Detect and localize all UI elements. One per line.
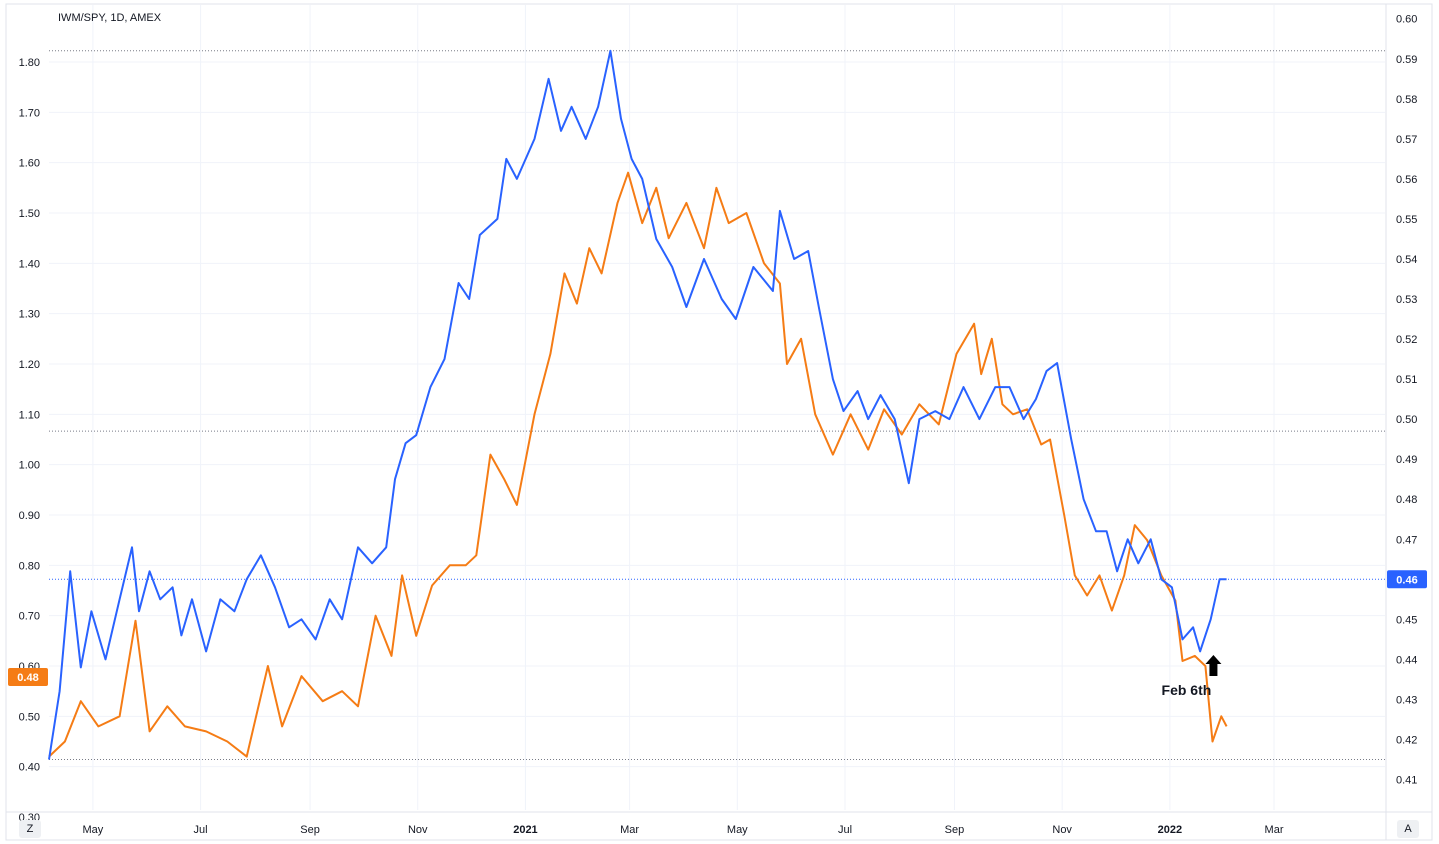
left-axis-tick-label: 1.20 [19,359,40,371]
blue-series-line [48,49,1227,760]
x-axis-tick-label: May [82,824,103,836]
left-last-value-tag [8,668,48,686]
right-axis-tick-label: 0.49 [1396,454,1417,466]
left-axis-tick-label: 0.70 [19,611,40,623]
right-axis-tick-label: 0.57 [1396,134,1417,146]
right-axis-tick-label: 0.47 [1396,534,1417,546]
right-axis-tick-label: 0.55 [1396,214,1417,226]
x-axis-tick-label: May [727,824,748,836]
right-axis-tick-label: 0.59 [1396,54,1417,66]
left-axis-tick-label: 1.80 [19,57,40,69]
left-axis-tick-label: 1.70 [19,107,40,119]
x-axis-tick-label: Sep [945,824,965,836]
x-axis-tick-label: Sep [300,824,320,836]
right-last-value-tag [1387,570,1427,589]
scale-z-button[interactable]: Z [19,820,41,838]
right-axis-tick-label: 0.42 [1396,734,1417,746]
x-axis-tick-label: Jul [194,824,208,836]
right-axis-tick-label: 0.44 [1396,654,1417,666]
left-axis-tick-label: 1.10 [19,409,40,421]
right-axis-tick-label: 0.41 [1396,775,1417,787]
x-axis-tick-label: Mar [1265,824,1284,836]
right-axis-tick-label: 0.60 [1396,14,1417,26]
right-axis-tick-label: 0.56 [1396,174,1417,186]
left-last-value-label: 0.48 [17,672,38,684]
left-axis-tick-label: 1.40 [19,258,40,270]
annotation-label: Feb 6th [1162,682,1212,698]
x-axis-tick-label: Jul [838,824,852,836]
right-axis-tick-label: 0.50 [1396,414,1417,426]
left-axis-tick-label: 0.90 [19,510,40,522]
right-last-value-label: 0.46 [1396,574,1417,586]
orange-series-line [48,171,1228,758]
right-axis-tick-label: 0.58 [1396,94,1417,106]
left-axis-tick-label: 1.60 [19,158,40,170]
left-axis-tick-label: 0.80 [19,560,40,572]
left-axis-tick-label: 1.00 [19,460,40,472]
right-axis-tick-label: 0.51 [1396,374,1417,386]
left-axis-tick-label: 0.40 [19,762,40,774]
left-axis-tick-label: 1.30 [19,309,40,321]
x-axis-tick-label: Mar [620,824,639,836]
x-axis-tick-label: 2022 [1158,824,1182,836]
right-axis-tick-label: 0.54 [1396,254,1417,266]
right-axis-tick-label: 0.45 [1396,614,1417,626]
right-axis-tick-label: 0.52 [1396,334,1417,346]
symbol-legend: IWM/SPY, 1D, AMEX [58,12,162,24]
right-axis-tick-label: 0.48 [1396,494,1417,506]
x-axis-tick-label: 2021 [513,824,537,836]
left-axis-tick-label: 1.50 [19,208,40,220]
chart-frame [5,3,1433,841]
feb-6th-arrow [1205,655,1222,676]
auto-scale-button[interactable]: A [1397,820,1419,838]
x-axis-tick-label: Nov [1052,824,1072,836]
left-axis-tick-label: 0.50 [19,711,40,723]
right-axis-tick-label: 0.53 [1396,294,1417,306]
x-axis-tick-label: Nov [408,824,428,836]
right-axis-tick-label: 0.43 [1396,694,1417,706]
